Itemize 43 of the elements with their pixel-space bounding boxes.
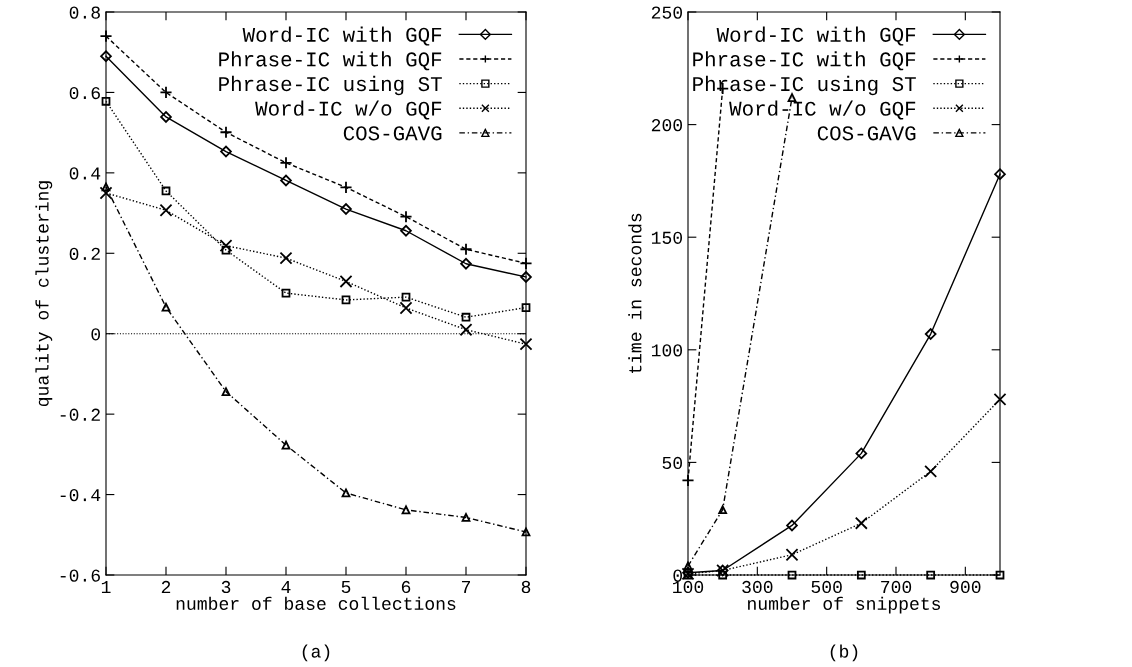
y-tick-label: 0.8	[69, 6, 100, 19]
y-tick-label: -0.2	[60, 408, 100, 421]
legend-label: Phrase-IC with GQF	[693, 51, 916, 71]
y-tick-label: 100	[651, 344, 683, 357]
legend-label: Phrase-IC using ST	[219, 75, 442, 96]
legend-label: Phrase-IC with GQF	[219, 51, 442, 71]
x-tick-label: 2	[161, 580, 171, 593]
text: (b)	[830, 644, 858, 662]
y-tick-label: 200	[651, 119, 683, 132]
y-tick-label: 0	[673, 569, 683, 582]
y-axis-title: quality of clustering	[35, 181, 53, 407]
legend-label: Word-IC with GQF	[716, 26, 916, 46]
legend-label: COS-GAVG	[343, 126, 442, 141]
legend-label: Phrase-IC using ST	[693, 75, 916, 96]
legend-label: Word-IC w/o GQF	[255, 100, 442, 120]
y-tick-label: 50	[662, 456, 683, 470]
x-tick-label: 100	[673, 580, 704, 594]
y-tick-label: 150	[651, 231, 683, 244]
x-tick-label: 8	[521, 580, 531, 594]
y-axis-title: time in seconds	[628, 213, 642, 374]
y-tick-label: 250	[651, 6, 683, 19]
x-tick-label: 7	[461, 581, 471, 593]
x-tick-label: 500	[811, 580, 842, 594]
y-tick-label: -0.6	[60, 569, 100, 582]
y-tick-label: -0.4	[60, 489, 101, 502]
x-tick-label: 4	[281, 581, 291, 593]
x-axis-title: number of snippets	[748, 596, 941, 614]
legend-label: Word-IC w/o GQF	[729, 100, 916, 120]
y-tick-label: 0.6	[69, 86, 100, 100]
text: (a)	[302, 644, 330, 662]
y-tick-label: 0.2	[69, 247, 100, 261]
x-tick-label: 300	[742, 580, 773, 594]
x-tick-label: 900	[950, 580, 981, 594]
legend-label: Word-IC with GQF	[242, 26, 442, 46]
y-tick-label: 0.4	[69, 167, 101, 180]
legend-label: COS-GAVG	[817, 126, 916, 141]
x-tick-label: 3	[221, 580, 231, 594]
y-tick-label: 0	[91, 328, 101, 341]
x-axis-title: number of base collections	[176, 596, 456, 610]
x-tick-label: 1	[101, 581, 111, 593]
x-tick-label: 700	[881, 580, 912, 594]
x-tick-label: 5	[341, 581, 351, 594]
x-tick-label: 6	[401, 580, 411, 594]
